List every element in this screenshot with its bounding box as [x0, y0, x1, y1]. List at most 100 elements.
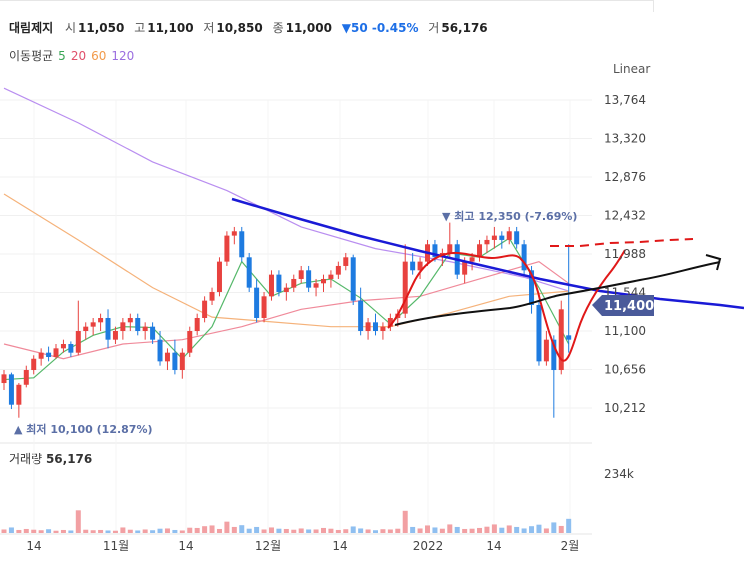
grid — [0, 99, 592, 535]
y-tick-label: 13,764 — [604, 93, 646, 107]
volume-bar — [127, 529, 133, 533]
close-label: 종 — [272, 21, 284, 35]
candle-body — [60, 344, 66, 349]
volume-bar — [112, 530, 118, 533]
volume-bar — [239, 525, 245, 533]
low-label: 저 — [203, 21, 215, 35]
candle-body — [1, 374, 7, 384]
volume-bar — [142, 529, 148, 533]
volume-bar — [75, 510, 81, 533]
drawing-black-curve — [394, 261, 721, 326]
volume-bar — [469, 528, 475, 533]
volume-bar — [202, 526, 208, 533]
volume-bar — [1, 529, 7, 533]
volume-bar — [529, 526, 535, 533]
candle-body — [521, 244, 527, 271]
ma-legend-120[interactable]: 120 — [111, 49, 135, 63]
candle-body — [179, 352, 185, 371]
open-value: 11,050 — [78, 21, 125, 35]
volume-bar — [16, 529, 22, 533]
stock-name: 대림제지 — [9, 21, 54, 35]
candle-body — [380, 326, 386, 331]
candle-body — [150, 326, 156, 340]
volume-bar — [68, 530, 74, 533]
volume-bar — [187, 527, 193, 533]
candle-body — [529, 270, 535, 305]
volume-bar — [53, 530, 59, 533]
ma-legend: 이동평균 5 20 60 120 — [9, 47, 139, 64]
scale-type-toggle[interactable]: Linear — [613, 62, 651, 76]
axis-labels: 13,76413,32012,87612,43211,98811,54411,1… — [26, 93, 646, 553]
y-tick-label: 10,212 — [604, 401, 646, 415]
volume-bar — [46, 529, 52, 533]
candle-body — [373, 322, 378, 331]
volume-bar — [261, 529, 267, 533]
current-price-label: 11,400 — [604, 299, 654, 314]
candle-body — [306, 270, 312, 288]
current-price-tag: 11,400 — [592, 295, 654, 316]
ma-legend-20[interactable]: 20 — [70, 49, 87, 63]
candle-body — [350, 257, 356, 301]
volume-bar — [276, 528, 282, 533]
volume-bar — [506, 525, 512, 533]
ma-legend-60[interactable]: 60 — [91, 49, 107, 63]
volume-bar — [254, 526, 260, 533]
candle-body — [120, 322, 126, 331]
volume-bar — [484, 526, 490, 533]
volume-bar — [268, 527, 274, 533]
candle-body — [447, 244, 453, 253]
candle-body — [506, 231, 512, 240]
candle-body — [536, 304, 542, 362]
volume-bar — [491, 524, 497, 533]
volume-bar — [514, 526, 520, 533]
volume-bar — [246, 528, 252, 533]
candle-body — [75, 331, 81, 353]
y-tick-label: 13,320 — [604, 132, 646, 146]
drawing-black-arrowhead — [705, 254, 722, 271]
volume-bar — [387, 529, 393, 533]
ma-legend-5[interactable]: 5 — [58, 49, 66, 63]
volume-bar — [551, 522, 557, 533]
volume-bar — [328, 528, 334, 533]
ma5-line — [3, 237, 570, 381]
candle-body — [83, 326, 89, 331]
volume-legend-value: 56,176 — [45, 452, 93, 466]
volume-bar — [558, 525, 564, 533]
volume-bar — [313, 529, 319, 533]
x-tick-label: 14 — [486, 539, 501, 553]
candle-body — [268, 274, 274, 297]
candle-body — [484, 239, 490, 245]
volume-bar — [536, 524, 542, 533]
volume-bar — [120, 527, 126, 533]
volume-bar — [410, 526, 416, 533]
candle-body — [432, 244, 438, 258]
candle-body — [410, 261, 416, 271]
ma20-line — [3, 260, 570, 360]
volume-bar — [224, 521, 230, 533]
candle-body — [23, 370, 29, 385]
open-label: 시 — [65, 21, 77, 35]
volume-bar — [477, 527, 483, 533]
drawing-blue-trendline — [231, 197, 744, 310]
volume-bar — [135, 530, 141, 533]
candle-body — [387, 317, 393, 327]
candle-body — [343, 257, 349, 266]
candle-body — [164, 352, 170, 362]
candle-body — [566, 335, 572, 340]
x-tick-label: 14 — [332, 539, 347, 553]
candle-body — [402, 261, 408, 314]
candle-body — [298, 270, 304, 279]
top-divider — [0, 0, 653, 1]
volume-bar — [38, 530, 44, 533]
volume-bar — [83, 529, 89, 533]
candle-body — [283, 287, 289, 292]
candle-body — [543, 339, 549, 362]
candle-body — [31, 358, 37, 371]
candle-body — [224, 235, 230, 262]
candle-body — [358, 300, 364, 331]
candle-body — [335, 265, 341, 275]
candle-body — [216, 261, 222, 292]
low-annotation: ▲ 최저 10,100 (12.87%) — [14, 422, 153, 436]
candle-body — [291, 278, 297, 288]
